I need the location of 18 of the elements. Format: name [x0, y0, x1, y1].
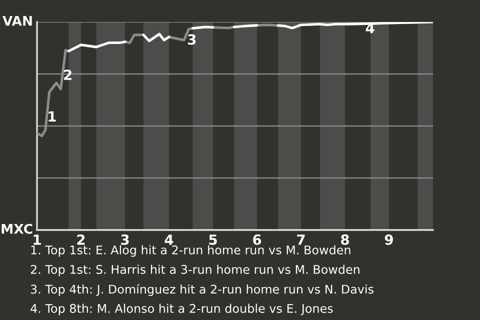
x-tick-label: 3 — [121, 234, 129, 245]
text: 3. Top 4th: J. Domínguez hit a 2-run home run vs N. Davis — [30, 284, 374, 296]
annotation: 2 — [64, 70, 72, 80]
annotation: 1 — [48, 111, 56, 122]
annotation: 3 — [188, 34, 196, 45]
x-tick-label: 5 — [209, 234, 217, 245]
x-tick-label: 6 — [253, 234, 262, 245]
x-tick-label: 1 — [34, 234, 41, 245]
text: VAN — [2, 16, 32, 26]
x-tick-label: 2 — [77, 234, 85, 245]
x-tick-label: 7 — [297, 234, 305, 245]
text: 1. Top 1st: E. Alog hit a 2-run home run vs M. Bowden — [31, 245, 350, 257]
x-tick-label: 4 — [164, 234, 174, 245]
text: 4. Top 8th: M. Alonso hit a 2-run double vs E. Jones — [30, 304, 333, 316]
x-tick-label: 8 — [341, 234, 349, 245]
text: MXC — [2, 224, 32, 234]
x-tick-label: 9 — [384, 234, 393, 245]
text: 2. Top 1st: S. Harris hit a 3-run home run vs M. Bowden — [30, 264, 360, 276]
